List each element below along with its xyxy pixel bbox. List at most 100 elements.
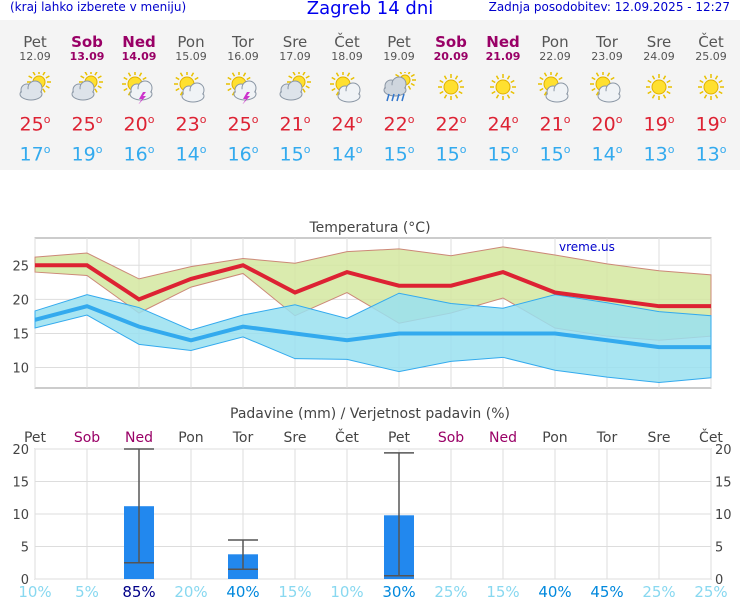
temp-min: 16o	[227, 143, 259, 166]
x-day-label: Čet	[335, 428, 359, 446]
day-column: Pon 22.09 21o 15o	[529, 20, 581, 165]
y-tick-label: 0	[21, 573, 29, 588]
y-tick-label: 10	[12, 508, 29, 523]
precip-probability: 25%	[694, 583, 728, 601]
x-day-label: Sre	[284, 430, 307, 446]
x-day-label: Tor	[596, 430, 618, 446]
y-tick-label: 15	[12, 327, 29, 342]
y-tick-label: 20	[12, 443, 29, 458]
watermark: vreme.us	[559, 240, 615, 254]
day-date: 12.09	[19, 50, 51, 63]
x-day-label: Ned	[125, 430, 153, 446]
precipitation-chart-title: Padavine (mm) / Verjetnost padavin (%)	[230, 406, 510, 422]
sun-icon	[698, 74, 724, 100]
temp-max: 25o	[71, 113, 103, 136]
day-date: 25.09	[695, 50, 727, 63]
x-day-label: Pet	[388, 430, 411, 446]
sun-cloud-icon	[330, 72, 361, 103]
precip-probability: 25%	[642, 583, 676, 601]
precip-probability: 15%	[278, 583, 312, 601]
day-column: Tor 23.09 20o 14o	[581, 20, 633, 165]
day-column: Pet 19.09 22o 15o	[373, 20, 425, 165]
precip-probability: 25%	[434, 583, 468, 601]
temp-max: 19o	[695, 113, 727, 136]
precip-probability: 10%	[18, 583, 52, 601]
y-tick-label: 20	[12, 293, 29, 308]
temp-max: 21o	[539, 113, 571, 136]
x-day-label: Pon	[178, 430, 203, 446]
y-tick-label-right: 10	[715, 508, 732, 523]
temp-max: 22o	[383, 113, 415, 136]
x-day-label: Sob	[438, 430, 464, 446]
temp-min: 14o	[175, 143, 207, 166]
x-day-label: Čet	[699, 428, 723, 446]
precip-probability: 30%	[382, 583, 416, 601]
temp-max: 20o	[591, 113, 623, 136]
day-date: 24.09	[643, 50, 675, 63]
temp-min: 14o	[331, 143, 363, 166]
day-date: 23.09	[591, 50, 623, 63]
x-day-label: Pet	[24, 430, 47, 446]
day-date: 17.09	[279, 50, 311, 63]
x-day-label: Tor	[232, 430, 254, 446]
temp-max: 23o	[175, 113, 207, 136]
day-date: 20.09	[433, 50, 469, 63]
day-name: Sob	[435, 33, 467, 51]
sun-cloud-icon	[538, 72, 569, 103]
y-tick-label: 25	[12, 259, 29, 274]
day-name: Sre	[282, 33, 308, 51]
day-date: 19.09	[383, 50, 415, 63]
temp-min: 13o	[695, 143, 727, 166]
day-date: 22.09	[539, 50, 571, 63]
temp-min: 15o	[487, 143, 519, 166]
day-column: Sob 20.09 22o 15o	[425, 20, 477, 166]
day-column: Sre 17.09 21o 15o	[269, 20, 321, 165]
temp-max: 24o	[331, 113, 363, 136]
temp-max: 22o	[435, 113, 467, 136]
day-name: Pet	[23, 33, 47, 51]
page-title: Zagreb 14 dni	[306, 0, 434, 19]
sun-icon	[490, 74, 516, 100]
max-temp-line	[35, 263, 711, 309]
precip-probability: 85%	[122, 583, 156, 601]
day-column: Sre 24.09 19o 13o	[633, 20, 685, 166]
y-tick-label-right: 0	[715, 573, 723, 588]
day-column: Čet 18.09 24o 14o	[321, 20, 373, 165]
temp-min: 15o	[279, 143, 311, 166]
temp-min: 17o	[19, 143, 51, 166]
day-name: Pon	[177, 33, 205, 51]
day-column: Pon 15.09 23o 14o	[165, 20, 217, 165]
day-column: Sob 13.09 25o 19o	[61, 20, 113, 166]
precip-probability: 45%	[590, 583, 624, 601]
day-name: Sob	[71, 33, 103, 51]
temp-min: 15o	[435, 143, 467, 166]
day-column: Ned 21.09 24o 15o	[477, 20, 529, 166]
temp-max: 20o	[123, 113, 155, 136]
temp-max: 24o	[487, 113, 519, 136]
x-day-label: Sob	[74, 430, 100, 446]
cloudy-sun-icon	[71, 72, 103, 101]
sun-storm-icon	[226, 72, 257, 104]
sun-icon	[438, 74, 464, 100]
day-date: 15.09	[175, 50, 207, 63]
day-date: 18.09	[331, 50, 363, 63]
sun-storm-icon	[122, 72, 153, 104]
temp-min: 14o	[591, 143, 623, 166]
precip-probability: 40%	[226, 583, 260, 601]
daily-forecast-strip: Pet 12.09 25o 17o Sob 13.09 25o 19o Ned 14.09 20o 1…	[0, 20, 740, 170]
y-tick-label: 15	[12, 476, 29, 491]
day-name: Sre	[646, 33, 672, 51]
rain-cloud-icon	[383, 72, 416, 102]
day-name: Pet	[387, 33, 411, 51]
precip-probability: 10%	[330, 583, 364, 601]
y-tick-label: 5	[21, 541, 29, 556]
temp-min: 13o	[643, 143, 675, 166]
y-tick-label-right: 15	[715, 476, 732, 491]
precip-probability: 15%	[486, 583, 520, 601]
day-name: Pon	[541, 33, 569, 51]
precip-probability: 5%	[75, 583, 99, 601]
day-name: Ned	[122, 33, 156, 51]
day-name: Čet	[698, 33, 724, 51]
day-date: 21.09	[485, 50, 521, 63]
